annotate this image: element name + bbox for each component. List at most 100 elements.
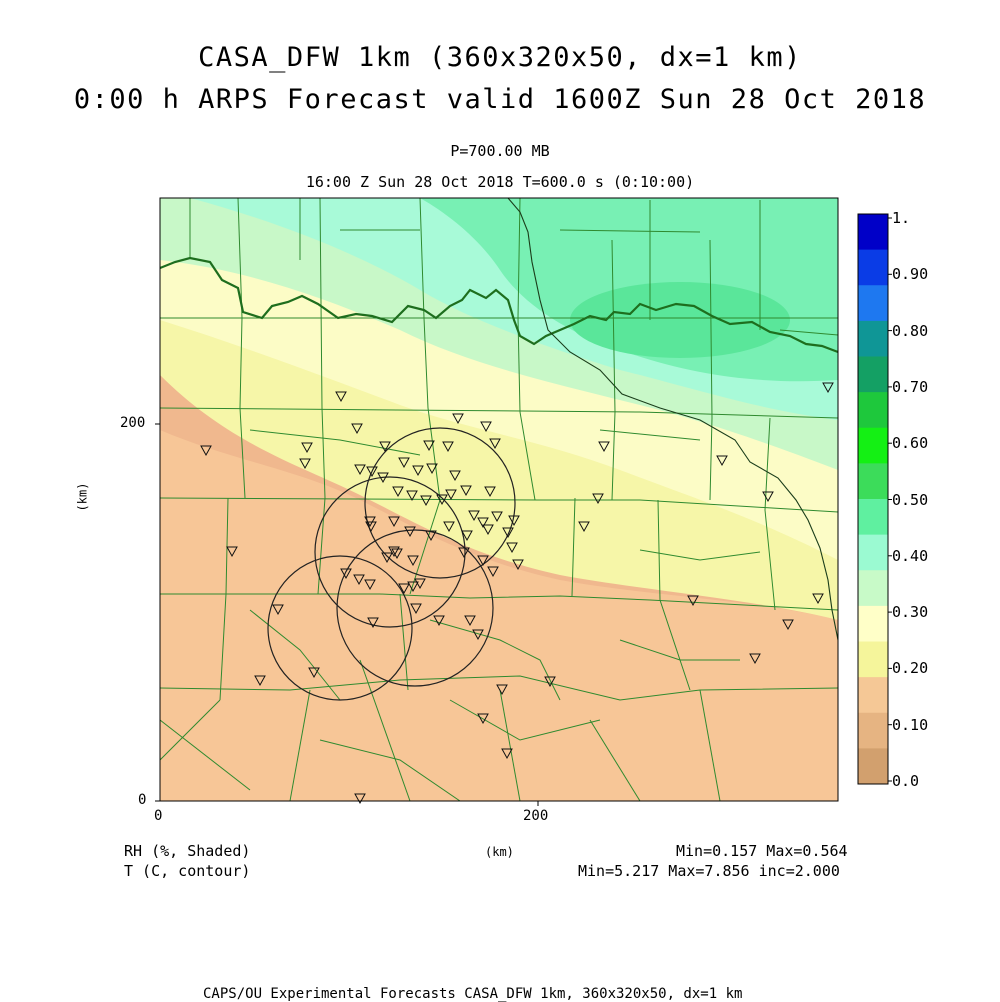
station-triangle-icon bbox=[299, 458, 311, 470]
colorbar-label: 0.10 bbox=[892, 715, 929, 734]
county-line bbox=[419, 198, 441, 501]
station-triangle-icon bbox=[354, 464, 366, 476]
colorbar-swatch bbox=[858, 499, 888, 536]
station-triangle-icon bbox=[508, 515, 520, 527]
county-line bbox=[160, 719, 251, 791]
station-triangle-icon bbox=[484, 486, 496, 498]
county-line bbox=[571, 497, 576, 597]
county-line bbox=[359, 659, 411, 801]
county-line bbox=[611, 239, 616, 501]
county-line bbox=[449, 699, 601, 741]
station-triangle-icon bbox=[364, 579, 376, 591]
colorbar-swatch bbox=[858, 285, 888, 322]
station-triangle-icon bbox=[388, 546, 400, 558]
station-triangle-icon bbox=[822, 382, 834, 394]
rh-fill-green-max bbox=[570, 282, 790, 358]
station-triangle-icon bbox=[364, 516, 376, 528]
station-triangle-icon bbox=[502, 527, 514, 539]
station-triangle-icon bbox=[425, 530, 437, 542]
station-triangle-icon bbox=[458, 547, 470, 559]
county-line bbox=[699, 689, 721, 801]
station-triangle-icon bbox=[592, 493, 604, 505]
station-triangle-icon bbox=[782, 619, 794, 631]
county-line bbox=[639, 549, 761, 561]
station-triangle-icon bbox=[496, 684, 508, 696]
station-triangle-icon bbox=[200, 445, 212, 457]
county-line bbox=[517, 198, 536, 501]
station-triangle-icon bbox=[388, 516, 400, 528]
station-triangle-icon bbox=[407, 581, 419, 593]
station-triangle-icon bbox=[452, 413, 464, 425]
county-line bbox=[599, 429, 701, 441]
colorbar-swatch bbox=[858, 356, 888, 393]
colorbar-swatch bbox=[858, 463, 888, 500]
x-tick-label-0: 0 bbox=[154, 808, 163, 824]
county-line bbox=[399, 593, 409, 691]
station-triangle-icon bbox=[501, 748, 513, 760]
station-triangle-icon bbox=[491, 511, 503, 523]
station-triangle-icon bbox=[381, 552, 393, 564]
station-triangle-icon bbox=[512, 559, 524, 571]
station-triangle-icon bbox=[477, 555, 489, 567]
county-line bbox=[499, 689, 521, 801]
station-triangle-icon bbox=[812, 593, 824, 605]
county-line bbox=[160, 407, 838, 419]
rh-shading bbox=[160, 198, 838, 801]
county-line bbox=[429, 619, 561, 701]
station-triangle-icon bbox=[749, 653, 761, 665]
colorbar-swatch bbox=[858, 641, 888, 678]
station-triangle-icon bbox=[716, 455, 728, 467]
colorbar-swatch bbox=[858, 712, 888, 749]
colorbar-swatch bbox=[858, 427, 888, 464]
county-line bbox=[409, 499, 441, 595]
rh-fill-dry-band bbox=[160, 430, 838, 801]
station-triangle-icon bbox=[301, 442, 313, 454]
colorbar-swatch bbox=[858, 748, 888, 785]
station-triangle-icon bbox=[472, 629, 484, 641]
station-triangle-icon bbox=[377, 472, 389, 484]
colorbar-swatch bbox=[858, 320, 888, 357]
station-triangle-icon bbox=[482, 524, 494, 536]
colorbar-label: 0.0 bbox=[892, 772, 920, 790]
station-triangle-icon bbox=[391, 548, 403, 560]
legend-field-rh: RH (%, Shaded) bbox=[124, 842, 251, 860]
station-triangle-icon bbox=[379, 441, 391, 453]
station-triangle-icon bbox=[578, 521, 590, 533]
colorbar-label: 0.20 bbox=[892, 659, 929, 678]
station-triangle-icon bbox=[407, 555, 419, 567]
station-triangle-icon bbox=[477, 713, 489, 725]
station-triangle-icon bbox=[367, 617, 379, 629]
valid-time: 16:00 Z Sun 28 Oct 2018 T=600.0 s (0:10:… bbox=[305, 173, 695, 191]
station-triangle-icon bbox=[423, 440, 435, 452]
county-line bbox=[219, 497, 229, 701]
county-line bbox=[619, 639, 740, 661]
colorbar-label: 0.60 bbox=[892, 434, 929, 453]
colorbar-label: 0.80 bbox=[892, 321, 929, 340]
station-triangle-icon bbox=[254, 675, 266, 687]
station-triangle-icon bbox=[406, 490, 418, 502]
county-line bbox=[249, 429, 421, 456]
station-triangle-icon bbox=[414, 578, 426, 590]
colorbar-swatch bbox=[858, 677, 888, 714]
map-frame bbox=[159, 197, 839, 802]
x-tick-label-200: 200 bbox=[523, 808, 549, 824]
county-boundaries bbox=[160, 198, 838, 801]
colorbar-swatch bbox=[858, 570, 888, 607]
station-triangle-icon bbox=[762, 491, 774, 503]
station-triangle-icon bbox=[544, 676, 556, 688]
station-triangle-icon bbox=[410, 603, 422, 615]
title-line-2: 0:00 h ARPS Forecast valid 1600Z Sun 28 … bbox=[73, 84, 927, 115]
station-triangle-icon bbox=[449, 470, 461, 482]
county-line bbox=[764, 417, 776, 611]
station-triangle-icon bbox=[412, 465, 424, 477]
station-triangle-icon bbox=[506, 542, 518, 554]
station-triangle-icon bbox=[436, 494, 448, 506]
colorbar-label: 0.70 bbox=[892, 377, 929, 396]
footer-credit: CAPS/OU Experimental Forecasts CASA_DFW … bbox=[203, 986, 743, 1002]
colorbar-swatch bbox=[858, 605, 888, 642]
county-line bbox=[160, 699, 221, 761]
colorbar-swatch bbox=[858, 214, 888, 251]
radar-range-circle bbox=[364, 427, 516, 579]
title-line-1: CASA_DFW 1km (360x320x50, dx=1 km) bbox=[198, 42, 802, 73]
county-line bbox=[289, 689, 311, 801]
